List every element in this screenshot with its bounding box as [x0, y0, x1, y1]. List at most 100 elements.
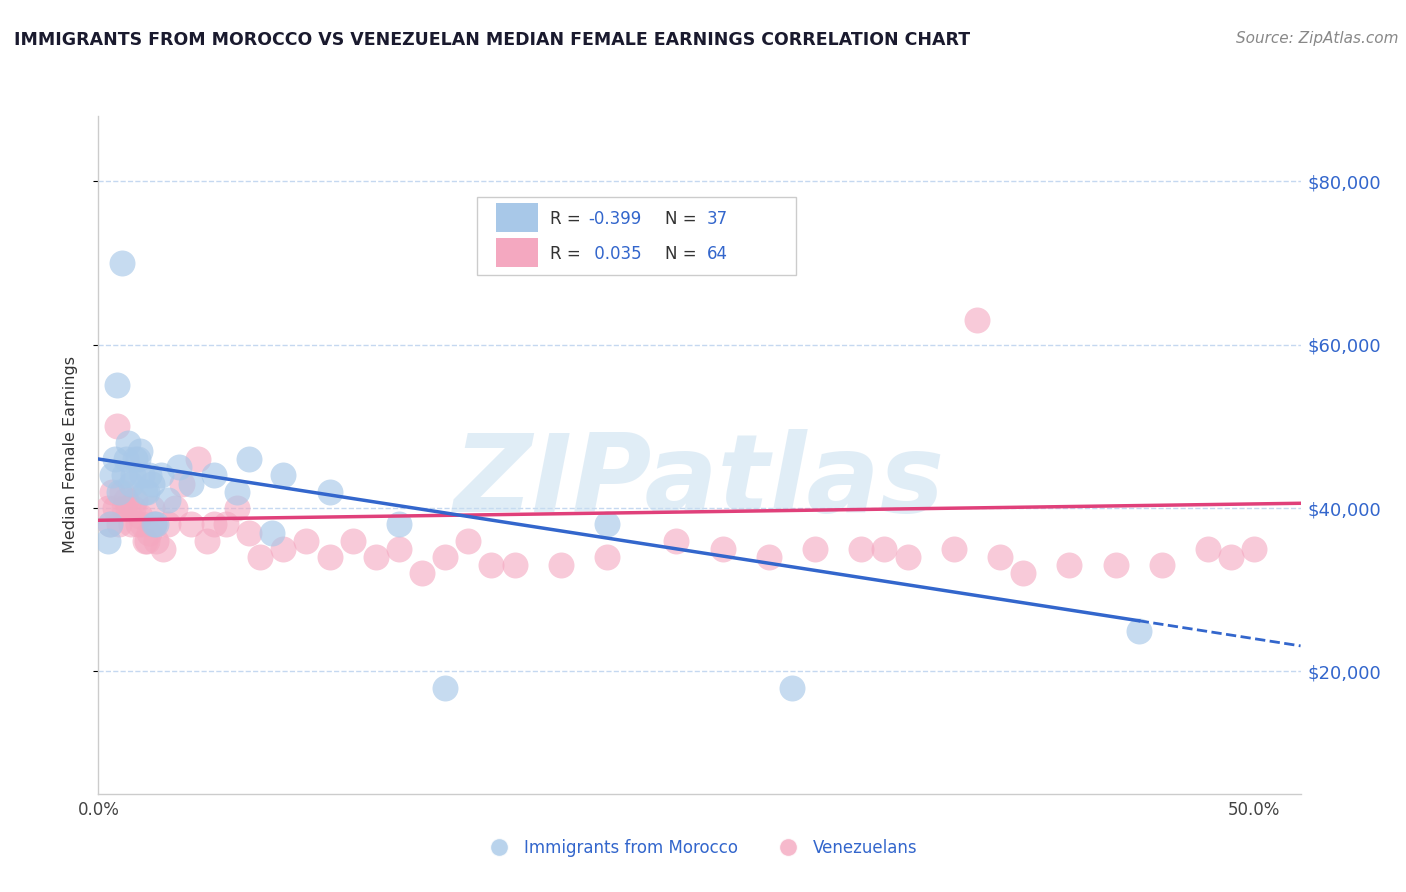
Point — [202, 517, 225, 532]
Point — [145, 517, 167, 532]
Text: Source: ZipAtlas.com: Source: ZipAtlas.com — [1236, 31, 1399, 46]
Y-axis label: Median Female Earnings: Median Female Earnings — [63, 357, 77, 553]
Point — [142, 517, 165, 532]
Point — [665, 533, 688, 548]
Text: 64: 64 — [706, 245, 727, 263]
Point — [105, 378, 128, 392]
Point — [1197, 541, 1219, 556]
Point — [596, 549, 619, 564]
Point — [101, 484, 124, 499]
Point — [195, 533, 218, 548]
Point — [318, 484, 340, 499]
Point — [804, 541, 827, 556]
Point — [180, 476, 202, 491]
Point — [180, 517, 202, 532]
Point — [142, 517, 165, 532]
Point — [1104, 558, 1126, 573]
Point — [129, 443, 152, 458]
Point — [117, 501, 139, 516]
Point — [434, 681, 457, 695]
Point — [388, 517, 411, 532]
Point — [364, 549, 387, 564]
Text: -0.399: -0.399 — [589, 211, 641, 228]
Point — [966, 313, 988, 327]
Point — [295, 533, 318, 548]
Point — [873, 541, 896, 556]
Point — [596, 517, 619, 532]
Point — [342, 533, 364, 548]
Point — [1220, 549, 1243, 564]
Point — [104, 501, 127, 516]
Point — [108, 484, 131, 499]
Point — [481, 558, 503, 573]
Point — [1150, 558, 1173, 573]
Point — [260, 525, 283, 540]
Point — [141, 501, 163, 516]
Point — [273, 541, 295, 556]
Point — [141, 476, 163, 491]
Point — [145, 533, 167, 548]
Point — [942, 541, 965, 556]
Point — [104, 452, 127, 467]
Point — [550, 558, 572, 573]
Point — [115, 492, 138, 507]
Point — [249, 549, 271, 564]
Point — [988, 549, 1011, 564]
Point — [97, 533, 120, 548]
Point — [226, 484, 249, 499]
Point — [152, 541, 174, 556]
Point — [105, 419, 128, 434]
Point — [1059, 558, 1081, 573]
Point — [131, 468, 153, 483]
Point — [711, 541, 734, 556]
Point — [758, 549, 780, 564]
Point — [434, 549, 457, 564]
Text: 37: 37 — [706, 211, 727, 228]
Text: 0.035: 0.035 — [589, 245, 641, 263]
Point — [120, 476, 142, 491]
Point — [115, 452, 138, 467]
Point — [124, 452, 146, 467]
Point — [112, 501, 135, 516]
Text: IMMIGRANTS FROM MOROCCO VS VENEZUELAN MEDIAN FEMALE EARNINGS CORRELATION CHART: IMMIGRANTS FROM MOROCCO VS VENEZUELAN ME… — [14, 31, 970, 49]
Point — [273, 468, 295, 483]
Point — [97, 501, 120, 516]
Point — [170, 476, 193, 491]
Point — [122, 468, 145, 483]
Point — [149, 468, 172, 483]
Text: ZIPatlas: ZIPatlas — [454, 429, 945, 535]
Point — [127, 517, 149, 532]
Point — [388, 541, 411, 556]
Legend: Immigrants from Morocco, Venezuelans: Immigrants from Morocco, Venezuelans — [475, 832, 924, 863]
Text: N =: N = — [665, 245, 702, 263]
Point — [127, 452, 149, 467]
Point — [117, 435, 139, 450]
Point — [98, 517, 121, 532]
Point — [226, 501, 249, 516]
Point — [851, 541, 873, 556]
Point — [108, 517, 131, 532]
Point — [131, 517, 153, 532]
Point — [134, 533, 156, 548]
Point — [503, 558, 526, 573]
Point — [780, 681, 803, 695]
Point — [169, 460, 191, 475]
Point — [120, 517, 142, 532]
Point — [202, 468, 225, 483]
Point — [110, 484, 132, 499]
Point — [1128, 624, 1150, 638]
Point — [98, 517, 121, 532]
Text: N =: N = — [665, 211, 702, 228]
Point — [318, 549, 340, 564]
Point — [457, 533, 479, 548]
Point — [101, 468, 124, 483]
Point — [136, 533, 159, 548]
Point — [1243, 541, 1265, 556]
Point — [112, 468, 135, 483]
Point — [238, 525, 260, 540]
Point — [122, 501, 145, 516]
Point — [138, 525, 160, 540]
Text: R =: R = — [550, 245, 586, 263]
Point — [187, 452, 209, 467]
Point — [896, 549, 918, 564]
